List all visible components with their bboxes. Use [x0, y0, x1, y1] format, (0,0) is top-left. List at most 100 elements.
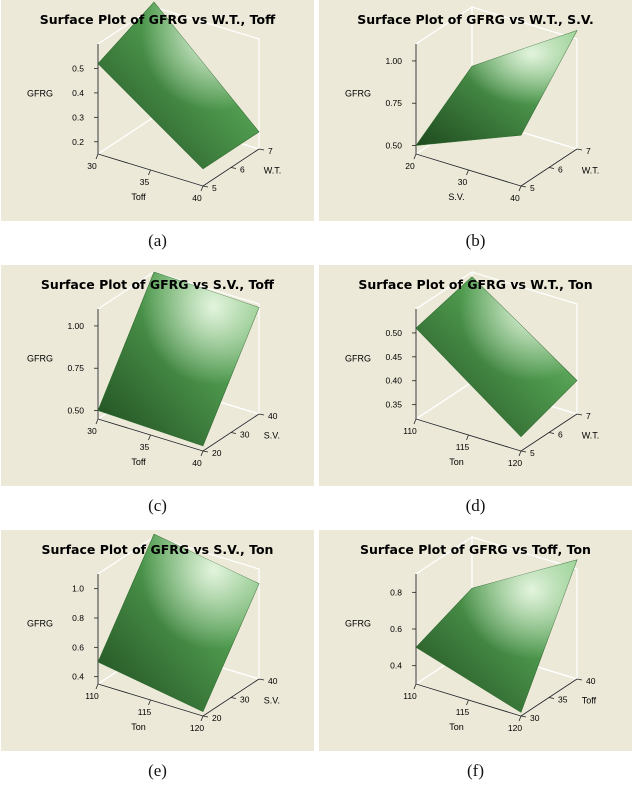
surface-highlight: [416, 276, 577, 437]
panel-caption: (b): [465, 231, 486, 250]
surface-highlight: [98, 534, 259, 712]
surface-plot: Surface Plot of GFRG vs Toff, Ton 0.4 0.6 0…: [319, 530, 632, 751]
y-tick-label: 5: [530, 448, 535, 458]
x-tick-label: 35: [140, 442, 150, 452]
x-tick-label: 115: [456, 707, 470, 717]
z-axis-label: GFRG: [345, 619, 371, 629]
z-axis-label: GFRG: [27, 619, 53, 629]
z-axis-label: GFRG: [345, 89, 371, 99]
surface-plot: Surface Plot of GFRG vs W.T., S.V. 0.50 0.…: [319, 0, 632, 221]
y-axis-label: Toff: [582, 696, 597, 706]
x-tick-label: 40: [192, 458, 202, 468]
y-tick-label: 30: [240, 695, 250, 705]
y-axis-label: W.T.: [582, 431, 600, 441]
x-tick-label: 40: [510, 193, 520, 203]
x-tick-label: 120: [190, 723, 204, 733]
surface-plot: Surface Plot of GFRG vs S.V., Ton 0.4 0.6 0…: [1, 530, 314, 751]
y-tick-label: 30: [530, 713, 540, 723]
x-axis-label: Ton: [449, 457, 464, 467]
plot-title: Surface Plot of GFRG vs S.V., Toff: [41, 277, 275, 292]
surface-plot-panel: Surface Plot of GFRG vs Toff, Ton 0.4 0.6 0…: [319, 530, 632, 751]
x-tick-label: 30: [87, 161, 97, 171]
y-tick-label: 6: [240, 165, 245, 175]
y-tick-label: 40: [586, 676, 596, 686]
x-axis-label: Ton: [449, 722, 464, 732]
z-tick-label: 0.35: [385, 400, 402, 410]
surface-plot-panel: Surface Plot of GFRG vs S.V., Ton 0.4 0.6 0…: [1, 530, 314, 751]
y-axis-label: S.V.: [264, 431, 280, 441]
z-tick-label: 1.0: [72, 584, 84, 594]
surface-plot-panel: Surface Plot of GFRG vs W.T., S.V. 0.50 0.…: [319, 0, 632, 221]
x-tick-label: 20: [405, 161, 415, 171]
surface-plot: Surface Plot of GFRG vs W.T., Toff 0.2 0.3…: [1, 0, 314, 221]
y-tick-label: 6: [558, 430, 563, 440]
x-tick-label: 35: [140, 177, 150, 187]
z-tick-label: 0.6: [390, 624, 402, 634]
y-tick-label: 40: [268, 411, 278, 421]
x-tick-label: 120: [508, 458, 522, 468]
plot-title: Surface Plot of GFRG vs W.T., Toff: [40, 12, 276, 27]
plot-title: Surface Plot of GFRG vs S.V., Ton: [42, 542, 274, 557]
x-tick-label: 30: [458, 177, 468, 187]
y-tick-label: 5: [212, 183, 217, 193]
x-axis-label: S.V.: [448, 192, 464, 202]
z-tick-label: 1.00: [385, 56, 402, 66]
panel-caption: (f): [467, 761, 484, 780]
z-axis-label: GFRG: [345, 354, 371, 364]
x-tick-label: 110: [403, 426, 417, 436]
z-tick-label: 0.4: [72, 88, 84, 98]
x-axis-label: Toff: [131, 192, 146, 202]
z-tick-label: 0.3: [72, 112, 84, 122]
z-tick-label: 0.6: [72, 642, 84, 652]
x-tick-label: 120: [508, 723, 522, 733]
surface-highlight: [98, 272, 259, 446]
panel-caption: (a): [148, 231, 167, 250]
x-axis-label: Toff: [131, 457, 146, 467]
surface-plot: Surface Plot of GFRG vs S.V., Toff 0.50 0.…: [1, 265, 314, 486]
y-axis-label: W.T.: [582, 166, 600, 176]
y-tick-label: 40: [268, 676, 278, 686]
panel-caption: (c): [148, 496, 167, 515]
y-tick-label: 5: [530, 183, 535, 193]
y-tick-label: 7: [586, 411, 591, 421]
surface-plot-panel: Surface Plot of GFRG vs W.T., Toff 0.2 0.3…: [1, 0, 314, 221]
y-tick-label: 30: [240, 430, 250, 440]
surface-highlight: [98, 2, 259, 169]
surface-highlight: [416, 30, 577, 146]
z-tick-label: 0.50: [385, 328, 402, 338]
x-tick-label: 40: [192, 193, 202, 203]
z-axis-label: GFRG: [27, 354, 53, 364]
plot-title: Surface Plot of GFRG vs W.T., Ton: [358, 277, 592, 292]
z-tick-label: 0.75: [385, 98, 402, 108]
x-tick-label: 115: [138, 707, 152, 717]
panel-caption: (d): [465, 496, 486, 515]
z-tick-label: 0.75: [67, 363, 84, 373]
y-tick-label: 6: [558, 165, 563, 175]
plot-title: Surface Plot of GFRG vs Toff, Ton: [360, 542, 591, 557]
x-tick-label: 115: [456, 442, 470, 452]
plot-title: Surface Plot of GFRG vs W.T., S.V.: [357, 12, 593, 27]
z-tick-label: 1.00: [67, 321, 84, 331]
y-tick-label: 20: [212, 448, 222, 458]
y-axis-label: S.V.: [264, 696, 280, 706]
z-tick-label: 0.2: [72, 137, 84, 147]
x-axis-label: Ton: [131, 722, 146, 732]
surface-plot: Surface Plot of GFRG vs W.T., Ton 0.35 0.4…: [319, 265, 632, 486]
z-tick-label: 0.40: [385, 376, 402, 386]
y-tick-label: 7: [586, 146, 591, 156]
z-tick-label: 0.5: [72, 63, 84, 73]
y-tick-label: 35: [558, 695, 568, 705]
z-tick-label: 0.4: [390, 661, 402, 671]
y-axis-label: W.T.: [264, 166, 282, 176]
y-tick-label: 7: [268, 146, 273, 156]
z-tick-label: 0.50: [385, 141, 402, 151]
surface-highlight: [416, 559, 577, 713]
z-tick-label: 0.8: [72, 613, 84, 623]
surface-plot-panel: Surface Plot of GFRG vs S.V., Toff 0.50 0.…: [1, 265, 314, 486]
z-tick-label: 0.8: [390, 587, 402, 597]
y-tick-label: 20: [212, 713, 222, 723]
z-tick-label: 0.4: [72, 672, 84, 682]
x-tick-label: 110: [403, 691, 417, 701]
z-tick-label: 0.50: [67, 406, 84, 416]
panel-caption: (e): [148, 761, 167, 780]
